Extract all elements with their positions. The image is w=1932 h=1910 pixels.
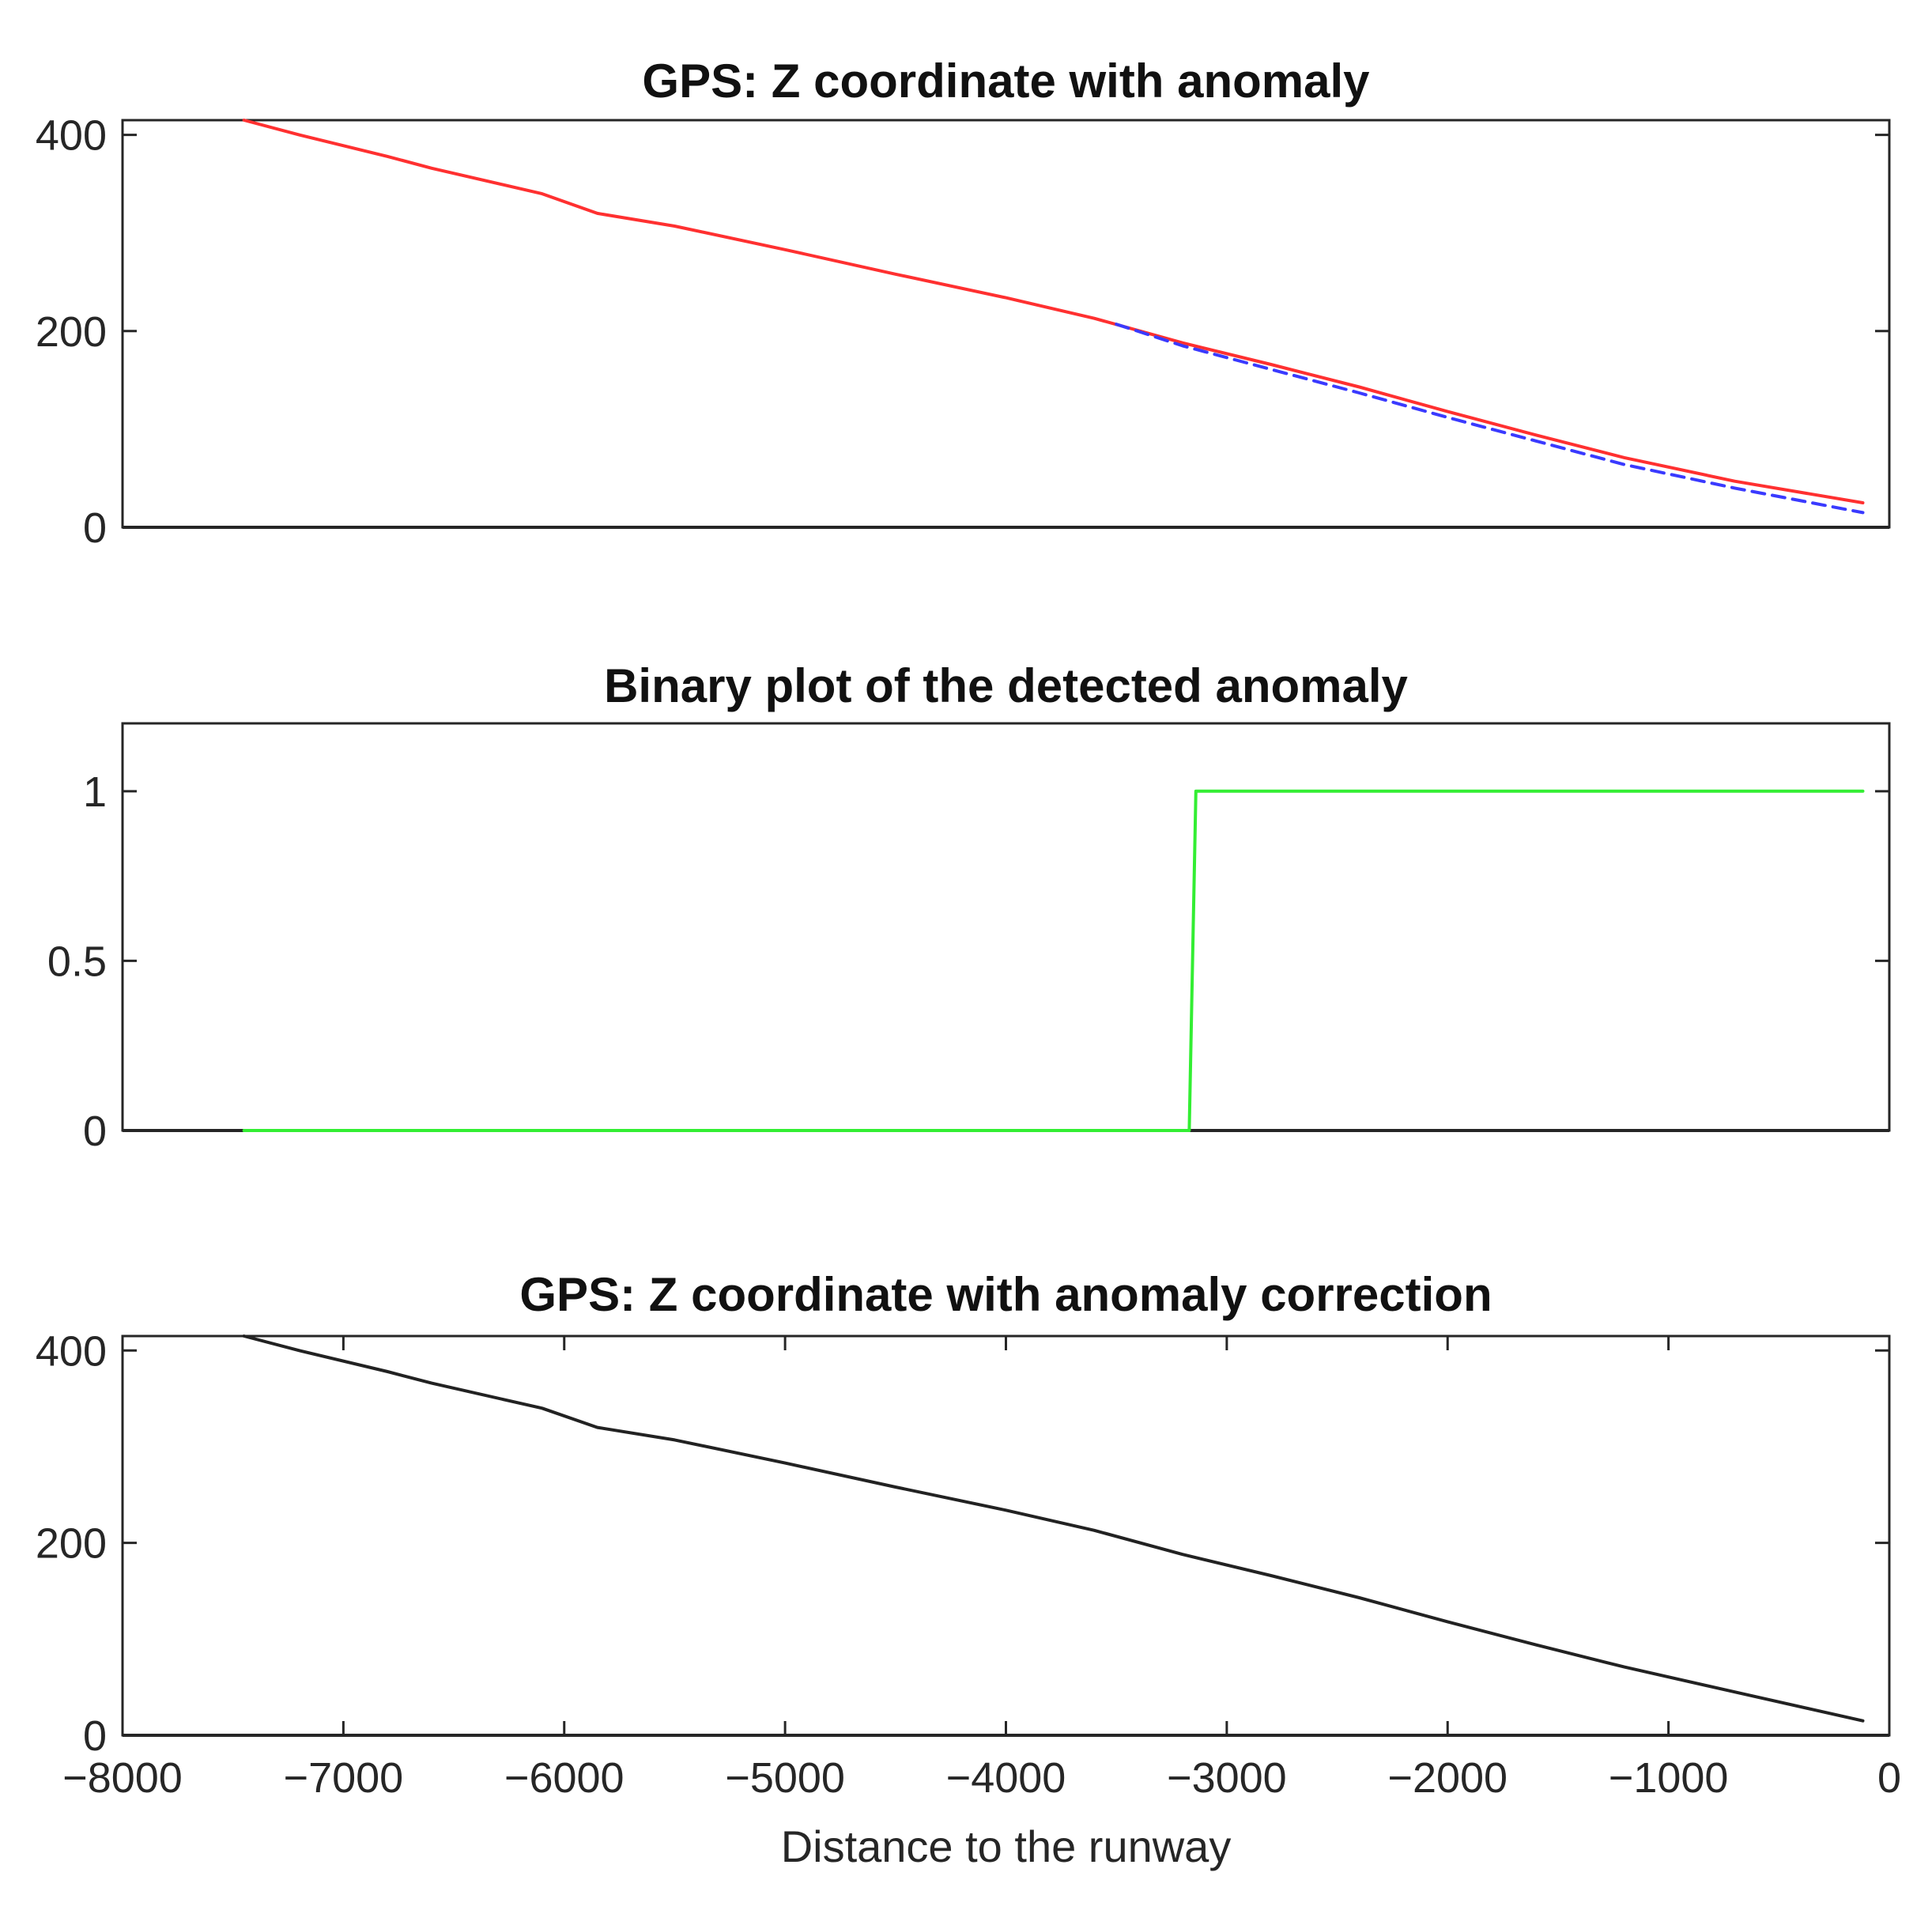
chart-title: Binary plot of the detected anomaly bbox=[604, 659, 1408, 712]
x-tick-label: −8000 bbox=[62, 1754, 183, 1802]
y-tick-label: 200 bbox=[36, 1520, 107, 1568]
axes-box bbox=[121, 722, 1891, 1132]
chart-title: GPS: Z coordinate with anomaly bbox=[642, 55, 1370, 108]
y-tick-label: 0.5 bbox=[47, 938, 107, 985]
axes-box bbox=[121, 119, 1891, 529]
y-tick-label: 400 bbox=[36, 112, 107, 160]
subplot-2: Binary plot of the detected anomaly 0 0.5 1 bbox=[47, 659, 1891, 1155]
y-tick-label: 0 bbox=[83, 1108, 107, 1155]
y-tick-label: 200 bbox=[36, 308, 107, 356]
x-tick-label: −1000 bbox=[1609, 1754, 1729, 1802]
x-tick-label: −5000 bbox=[725, 1754, 845, 1802]
y-tick-label: 400 bbox=[36, 1327, 107, 1375]
chart-title: GPS: Z coordinate with anomaly correctio… bbox=[519, 1268, 1492, 1321]
x-tick-label: 0 bbox=[1877, 1754, 1901, 1802]
x-axis-label: Distance to the runway bbox=[781, 1821, 1232, 1871]
series-line-1 bbox=[242, 789, 1865, 1132]
y-tick-label: 0 bbox=[83, 504, 107, 552]
subplot-3: GPS: Z coordinate with anomaly correctio… bbox=[36, 1268, 1901, 1871]
series-line-1 bbox=[242, 1334, 1865, 1723]
x-tick-label: −6000 bbox=[504, 1754, 625, 1802]
y-tick-label: 0 bbox=[83, 1712, 107, 1760]
x-tick-label: −3000 bbox=[1167, 1754, 1287, 1802]
axes-box bbox=[121, 1334, 1891, 1737]
x-tick-label: −4000 bbox=[946, 1754, 1066, 1802]
x-tick-label: −7000 bbox=[284, 1754, 404, 1802]
subplot-1: GPS: Z coordinate with anomaly 0 200 400 bbox=[36, 55, 1891, 552]
series-line-1 bbox=[242, 119, 1865, 504]
series-line-2 bbox=[1115, 323, 1865, 515]
y-tick-label: 1 bbox=[83, 768, 107, 816]
x-tick-label: −2000 bbox=[1387, 1754, 1507, 1802]
